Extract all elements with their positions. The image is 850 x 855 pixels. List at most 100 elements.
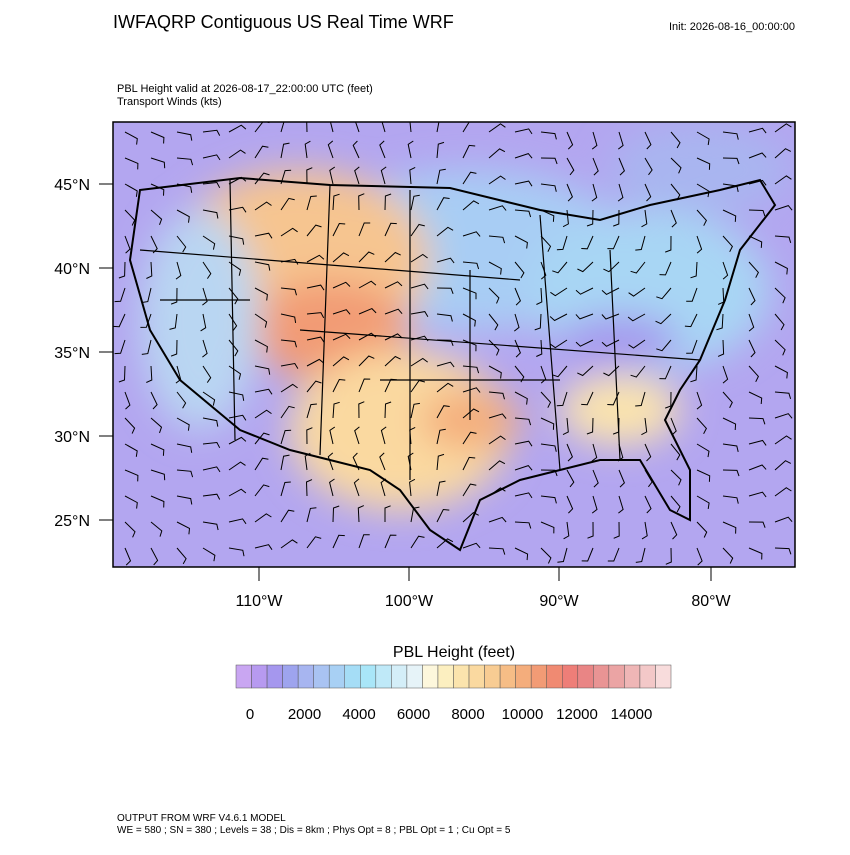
wind-barb [436,313,453,322]
wind-barb [124,209,136,226]
wind-barb [202,261,212,279]
subtitle: Transport Winds (kts) [117,96,222,108]
wind-barb [696,521,708,538]
wind-barb [124,547,132,566]
wind-barb [436,257,455,264]
wind-barb [536,339,543,357]
wind-barb [641,417,648,436]
wind-barb [329,122,334,133]
wind-barb [254,432,270,445]
wind-barb [552,365,568,378]
wind-barb [488,339,500,356]
wind-barb [384,534,397,549]
wind-barb [550,287,568,297]
wind-barb [409,122,412,133]
wind-barb [254,287,268,301]
wind-barb [304,452,311,471]
wind-barb [488,287,500,304]
wind-barb [124,417,136,434]
wind-barb [150,391,158,410]
wind-barb [124,391,131,410]
wind-barb [150,417,163,434]
subtitle: PBL Height valid at 2026-08-17_22:00:00 … [117,83,373,95]
wind-barb [488,413,507,419]
wind-barb [686,287,698,302]
wind-barb [202,493,221,500]
wind-barb [696,417,708,435]
wind-barb [327,452,334,471]
wind-barb [690,365,698,383]
wind-barb [228,149,246,159]
lon-label: 100°W [385,593,434,610]
colorbar-box [282,664,299,689]
wind-barb [410,194,420,211]
wind-barb [514,492,533,499]
wind-barb [176,131,193,141]
wind-barb [436,226,454,237]
wind-barb [332,222,346,237]
wind-barb [150,209,163,225]
wind-barb [618,495,624,514]
wind-barb [748,417,766,425]
wind-barb [228,124,247,133]
wind-barb [514,261,525,279]
wind-barb [332,534,345,549]
wind-barb [332,309,351,315]
wind-barb [696,547,703,566]
wind-barb [550,339,568,349]
wind-barb [329,166,336,185]
wind-barb [462,511,479,523]
wind-barb [696,469,711,482]
colorbar-box [546,664,563,689]
wind-barb [587,521,594,539]
wind-barb [696,209,708,226]
wind-barb [254,232,273,239]
wind-barb [436,405,450,419]
wind-barb [384,281,403,289]
wind-barb [722,469,740,477]
wind-barb [280,405,295,419]
wind-barb [114,339,126,355]
wind-barb [228,176,247,185]
wind-barb [540,261,547,280]
wind-barb [202,339,208,358]
wind-barb [254,484,270,497]
colorbar-box [235,664,252,689]
wind-barb [141,287,152,303]
wind-barb [670,417,677,436]
wind-barb [722,391,733,409]
wind-barb [332,281,351,289]
wind-barb [202,235,216,250]
colorbar-box [360,664,377,689]
wind-barb [146,261,153,279]
colorbar-box [655,664,672,689]
wind-barb [462,144,476,159]
colorbar-box [266,664,283,689]
lat-label: 35°N [54,345,90,362]
wind-barb [722,365,729,384]
wind-barb [644,469,653,488]
wind-barb [635,235,646,251]
wind-barb [488,487,506,497]
wind-barb [722,417,737,431]
wind-barb [540,469,558,477]
wind-barb [409,166,416,185]
wind-barb [306,195,317,211]
wind-barb [228,488,247,497]
wind-barb [280,481,291,497]
wind-barb [592,157,599,176]
wind-barb [202,181,221,189]
wind-barb [407,452,414,471]
wind-barb [514,440,533,447]
colorbar-box [639,664,656,689]
wind-barb [254,457,269,471]
colorbar-box [530,664,547,689]
wind-barb [722,547,734,564]
wind-barb [488,123,506,133]
wind-barb [150,443,165,456]
wind-barb [175,365,182,384]
wind-barb [617,443,624,462]
wind-barb [514,339,521,358]
colorbar-label: 10000 [502,706,544,723]
wind-barb [358,534,370,549]
